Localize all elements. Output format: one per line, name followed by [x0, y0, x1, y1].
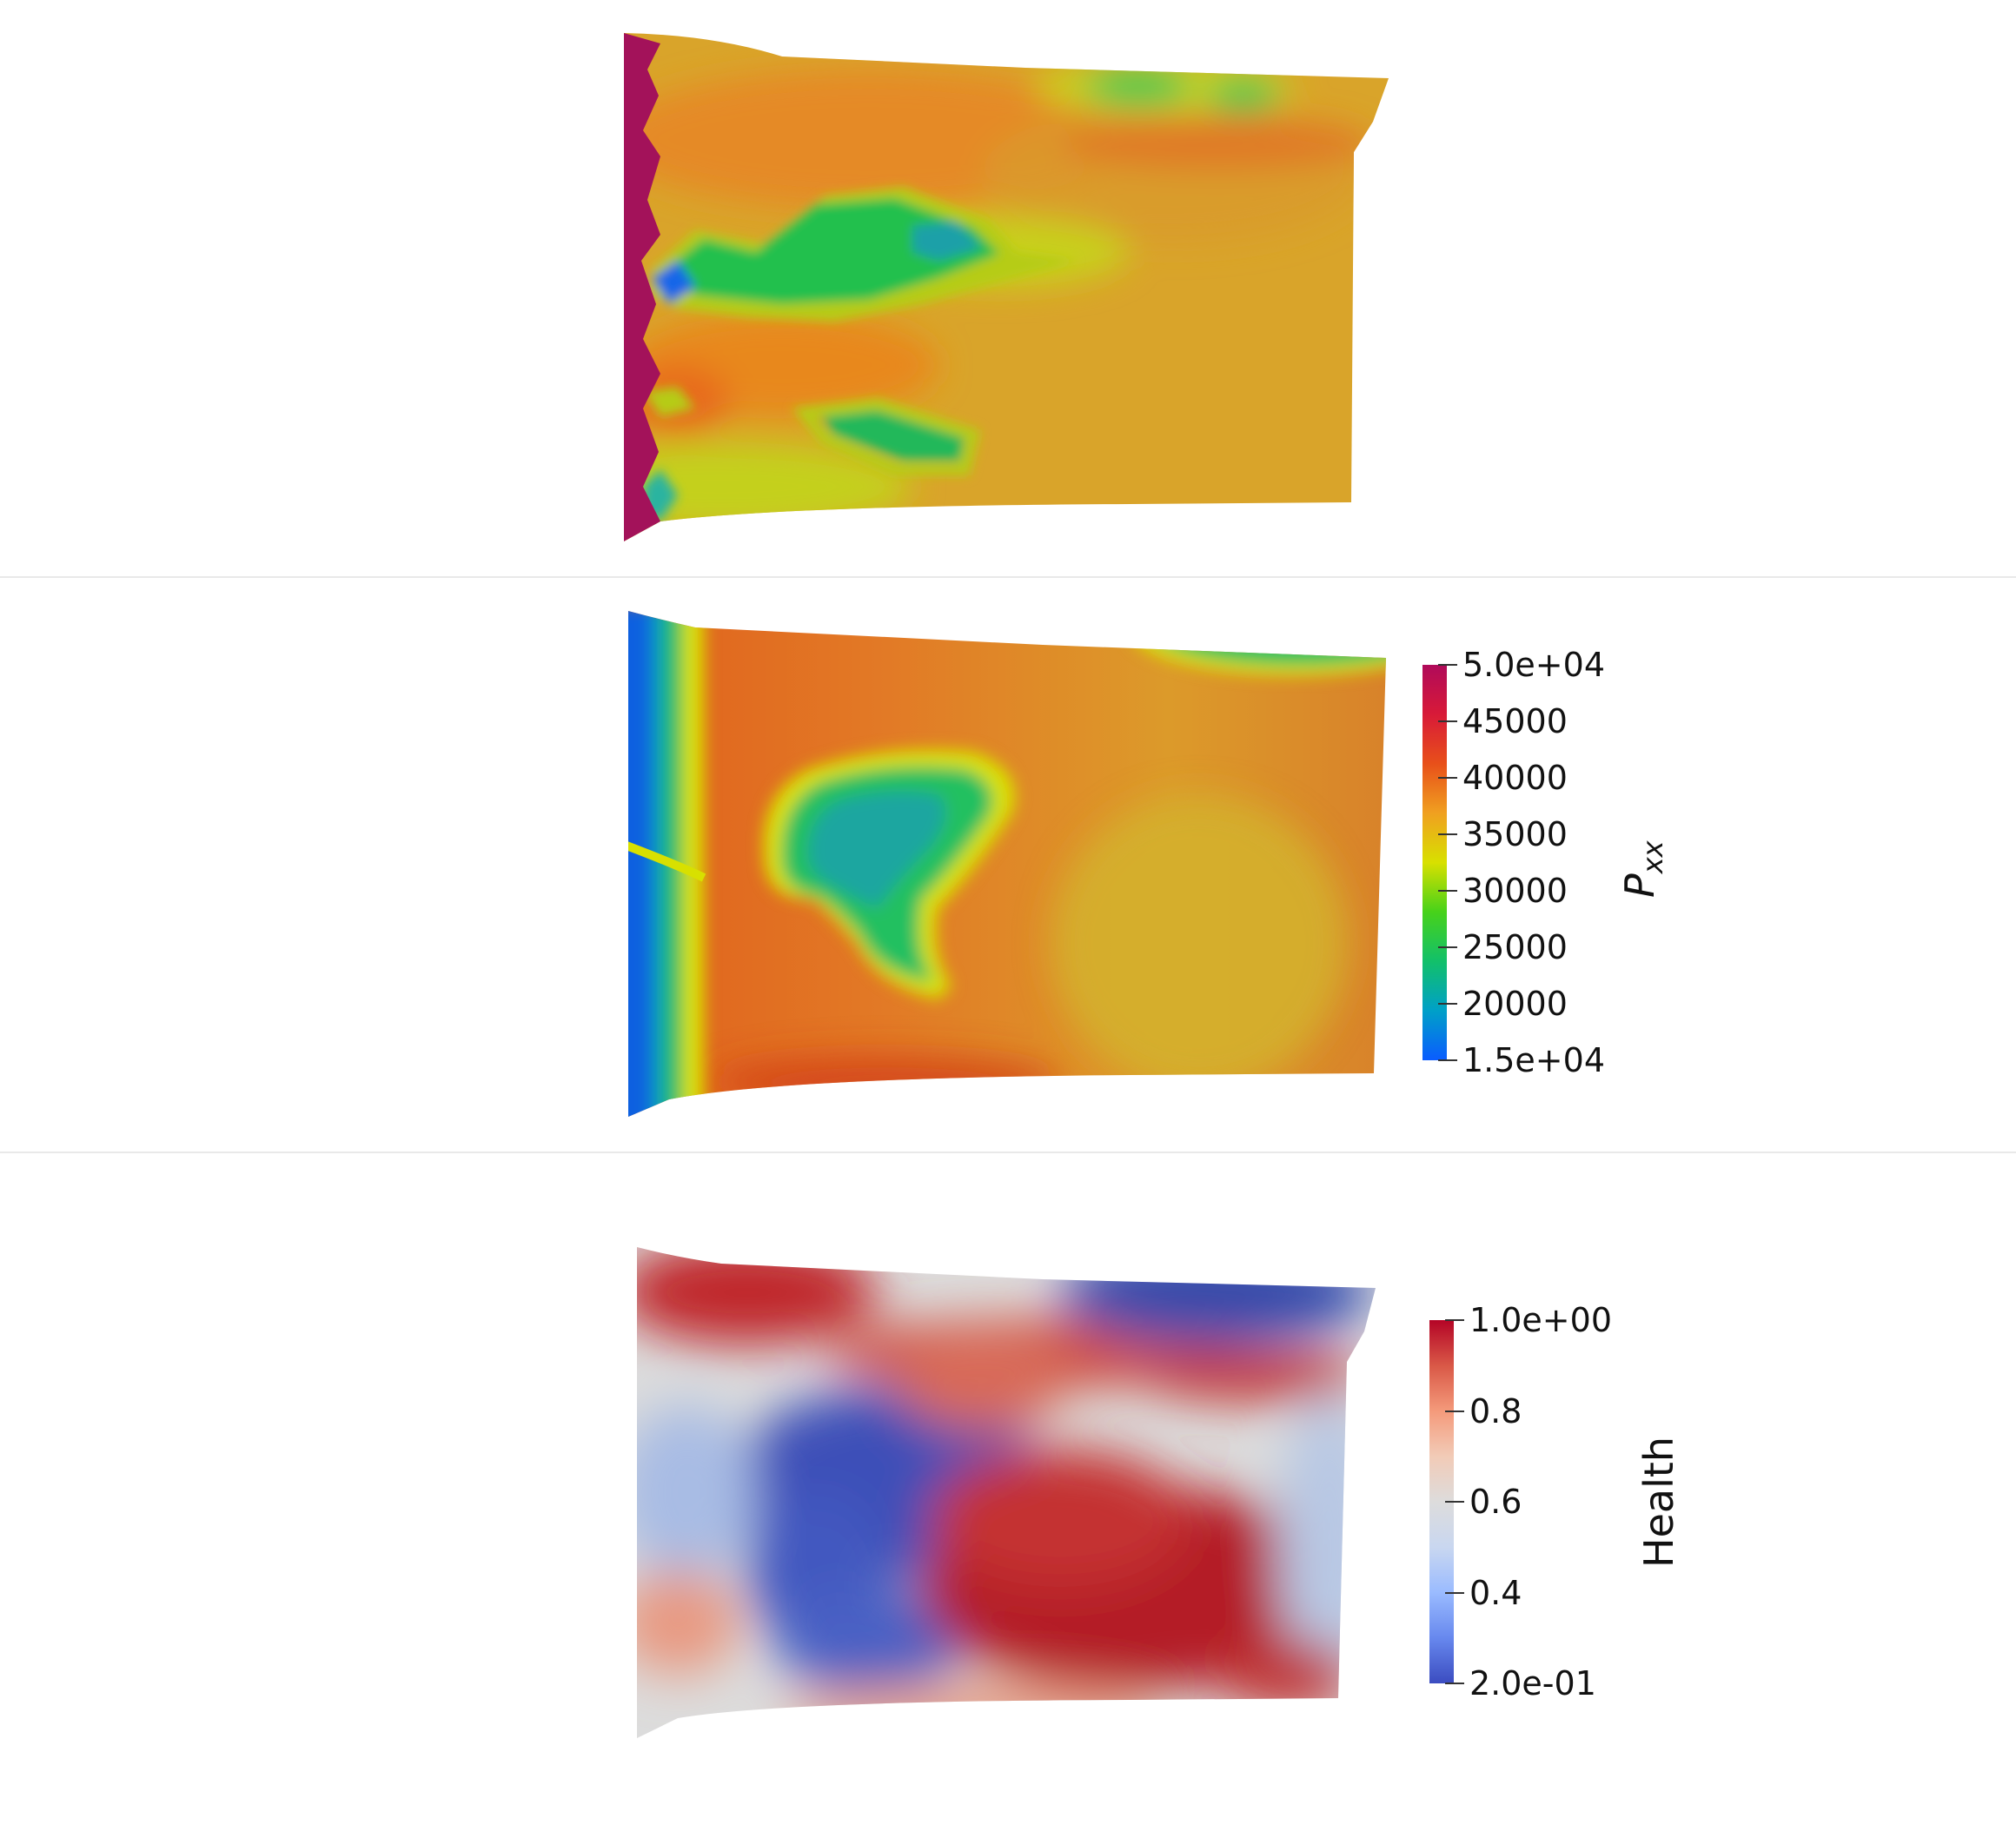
pxx-tick-label: 35000 [1462, 815, 1568, 853]
pxx-tick-label: 25000 [1462, 928, 1568, 966]
pxx-colorbar-title: Pxx [1616, 840, 1670, 898]
health-surface [637, 1247, 1376, 1738]
health-tick-mark [1445, 1591, 1464, 1594]
health-tick-mark [1445, 1410, 1464, 1412]
pxx-smooth-surface [628, 611, 1386, 1117]
pxx-colorbar-gradient [1422, 665, 1447, 1060]
pxx-tick-mark [1438, 1059, 1457, 1061]
health-tick-label: 0.4 [1469, 1573, 1522, 1612]
pxx-tick-mark [1438, 1003, 1457, 1005]
health-tick-mark [1445, 1319, 1464, 1321]
pxx-field-noisy-plot [624, 33, 1389, 541]
panel-divider [0, 576, 2016, 578]
pxx-tick-label: 45000 [1462, 702, 1568, 740]
panel-middle: 5.0e+04 45000 40000 35000 30000 25000 20000 1.5… [0, 578, 2016, 1152]
pxx-tick-label: 30000 [1462, 872, 1568, 910]
panel-divider [0, 1152, 2016, 1153]
health-colorbar-title: Health [1635, 1436, 1682, 1568]
health-tick-label: 2.0e-01 [1469, 1664, 1596, 1703]
pxx-tick-label: 20000 [1462, 985, 1568, 1023]
pxx-tick-label: 40000 [1462, 759, 1568, 797]
pxx-colorbar [1422, 665, 1447, 1060]
panel-bottom: 1.0e+00 0.8 0.6 0.4 2.0e-01 Health [0, 1153, 2016, 1832]
pxx-tick-mark [1438, 890, 1457, 892]
health-tick-mark [1445, 1501, 1464, 1503]
pxx-tick-mark [1438, 833, 1457, 835]
health-tick-label: 0.6 [1469, 1483, 1522, 1521]
pxx-tick-mark [1438, 720, 1457, 722]
pxx-tick-label: 5.0e+04 [1462, 646, 1606, 684]
health-field-plot [637, 1247, 1376, 1738]
pxx-tick-mark [1438, 946, 1457, 948]
health-tick-mark [1445, 1683, 1464, 1684]
panel-top [0, 0, 2016, 576]
health-tick-label: 1.0e+00 [1469, 1301, 1613, 1339]
pxx-field-smooth-plot [628, 611, 1386, 1117]
health-tick-label: 0.8 [1469, 1391, 1522, 1430]
pxx-tick-mark [1438, 777, 1457, 779]
pxx-noisy-surface [624, 33, 1389, 541]
pxx-tick-label: 1.5e+04 [1462, 1041, 1606, 1079]
pxx-tick-mark [1438, 664, 1457, 666]
